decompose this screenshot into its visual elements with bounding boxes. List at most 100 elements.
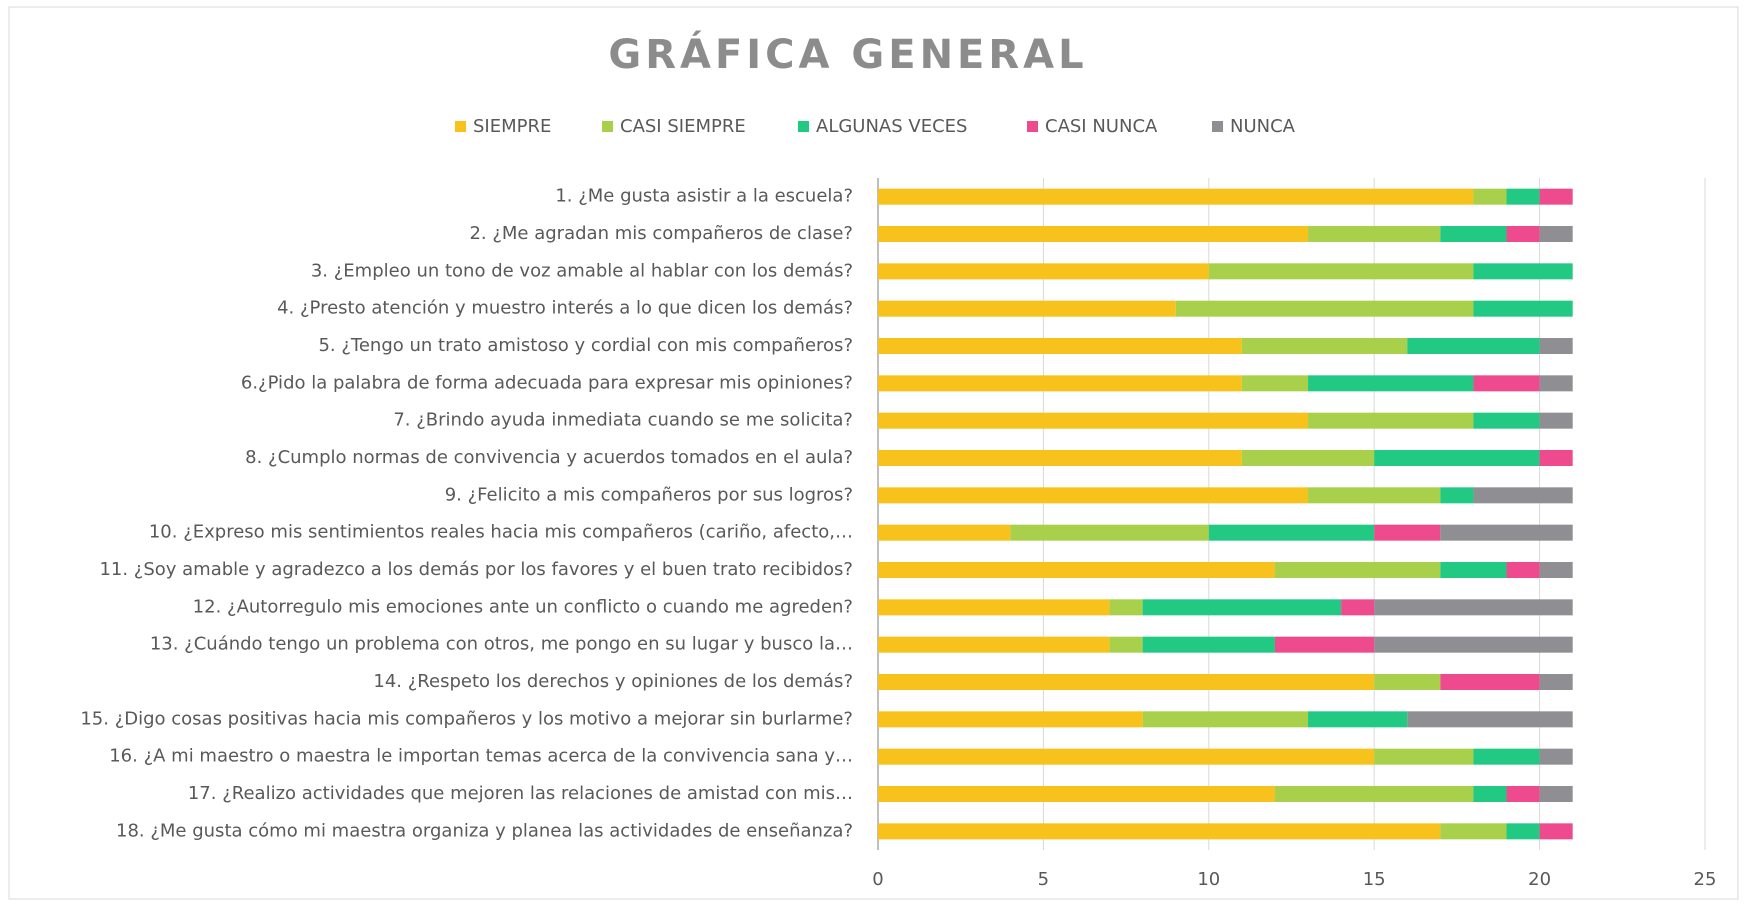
chart-title: GRÁFICA GENERAL	[608, 30, 1087, 78]
legend-swatch	[1027, 121, 1038, 132]
y-tick-label: 11. ¿Soy amable y agradezco a los demás …	[99, 559, 853, 580]
bar-segment	[1241, 338, 1408, 354]
y-tick-label: 9. ¿Felicito a mis compañeros por sus lo…	[445, 484, 853, 505]
bar-segment	[1473, 786, 1507, 802]
bar-segment	[1539, 562, 1573, 578]
bar-segment	[1407, 338, 1540, 354]
bar-segment	[878, 711, 1143, 728]
bar-segment	[1241, 375, 1309, 392]
y-tick-label: 13. ¿Cuándo tengo un problema con otros,…	[150, 634, 853, 655]
y-tick-label: 4. ¿Presto atención y muestro interés a …	[277, 298, 853, 319]
bar-segment	[1506, 786, 1540, 802]
legend-label: CASI SIEMPRE	[620, 116, 746, 137]
bar-segment	[878, 562, 1275, 578]
bar-segment	[1440, 562, 1507, 578]
bar-segment	[1539, 226, 1573, 242]
y-tick-label: 16. ¿A mi maestro o maestra le importan …	[109, 746, 853, 767]
bar-segment	[878, 300, 1176, 317]
bar-segment	[1175, 300, 1474, 317]
bar-segment	[1440, 823, 1507, 840]
legend-label: CASI NUNCA	[1045, 116, 1158, 137]
legend-label: NUNCA	[1230, 116, 1296, 137]
bar-segment	[1539, 188, 1573, 205]
bar-segment	[1539, 338, 1573, 354]
bar-segment	[878, 338, 1242, 354]
bar-segment	[1539, 450, 1573, 466]
bar-segment	[1208, 263, 1474, 280]
bar-segment	[1440, 524, 1573, 541]
bar-segment	[1539, 786, 1573, 802]
bar-segment	[1473, 487, 1573, 504]
bar-segment	[1274, 636, 1375, 653]
bar-segment	[878, 786, 1275, 802]
bar-segment	[1374, 748, 1474, 765]
y-tick-label: 2. ¿Me agradan mis compañeros de clase?	[469, 223, 853, 244]
legend-swatch	[798, 121, 809, 132]
bar-segment	[1109, 636, 1143, 653]
x-tick-label: 10	[1197, 869, 1220, 890]
bar-segment	[1142, 599, 1342, 616]
bar-segment	[1506, 226, 1540, 242]
bar-segment	[1539, 375, 1573, 392]
y-tick-label: 15. ¿Digo cosas positivas hacia mis comp…	[80, 708, 853, 729]
y-tick-label: 18. ¿Me gusta cómo mi maestra organiza y…	[116, 820, 853, 841]
bar-segment	[878, 375, 1242, 392]
y-tick-label: 8. ¿Cumplo normas de convivencia y acuer…	[245, 447, 853, 468]
bar-segment	[878, 674, 1375, 690]
bar-segment	[1539, 412, 1573, 429]
bar-segment	[1506, 188, 1540, 205]
y-tick-label: 3. ¿Empleo un tono de voz amable al habl…	[311, 260, 853, 281]
bar-segment	[1308, 375, 1474, 392]
bar-segment	[1374, 599, 1573, 616]
x-tick-label: 20	[1528, 869, 1551, 890]
bar-segment	[878, 226, 1309, 242]
x-tick-label: 0	[872, 869, 883, 890]
bar-segment	[1539, 674, 1573, 690]
bar-segment	[1274, 786, 1474, 802]
y-tick-label: 1. ¿Me gusta asistir a la escuela?	[555, 186, 853, 207]
bar-segment	[1308, 487, 1441, 504]
bar-segment	[1109, 599, 1143, 616]
bar-segment	[1440, 487, 1474, 504]
bar-segment	[878, 188, 1474, 205]
bar-segment	[1010, 524, 1209, 541]
bar-segment	[1374, 450, 1540, 466]
bar-segment	[1506, 823, 1540, 840]
bar-segment	[878, 263, 1209, 280]
bar-segment	[1473, 300, 1573, 317]
bar-segment	[878, 823, 1441, 840]
bar-segment	[878, 636, 1110, 653]
legend-label: SIEMPRE	[473, 116, 551, 137]
bar-segment	[1374, 524, 1441, 541]
y-tick-label: 7. ¿Brindo ayuda inmediata cuando se me …	[393, 410, 853, 431]
bar-segment	[1539, 748, 1573, 765]
bar-segment	[1208, 524, 1375, 541]
legend-swatch	[602, 121, 613, 132]
y-tick-label: 17. ¿Realizo actividades que mejoren las…	[188, 783, 853, 804]
bar-segment	[878, 599, 1110, 616]
x-tick-label: 5	[1038, 869, 1049, 890]
y-tick-label: 5. ¿Tengo un trato amistoso y cordial co…	[318, 335, 853, 356]
bar-segment	[1374, 636, 1573, 653]
y-tick-label: 10. ¿Expreso mis sentimientos reales hac…	[149, 522, 853, 543]
y-tick-label: 12. ¿Autorregulo mis emociones ante un c…	[193, 596, 853, 617]
legend-swatch	[1212, 121, 1223, 132]
x-tick-label: 15	[1363, 869, 1386, 890]
bar-segment	[878, 487, 1309, 504]
bar-segment	[1473, 412, 1540, 429]
bar-segment	[1539, 823, 1573, 840]
bar-segment	[1341, 599, 1375, 616]
bar-segment	[878, 412, 1309, 429]
bar-segment	[1506, 562, 1540, 578]
bar-segment	[1308, 226, 1441, 242]
legend-swatch	[455, 121, 466, 132]
x-tick-label: 25	[1694, 869, 1717, 890]
bar-segment	[1473, 188, 1507, 205]
bar-segment	[878, 524, 1011, 541]
bar-segment	[1440, 674, 1540, 690]
bar-segment	[1241, 450, 1375, 466]
bar-segment	[1308, 711, 1408, 728]
bar-segment	[1142, 636, 1275, 653]
y-tick-label: 14. ¿Respeto los derechos y opiniones de…	[373, 671, 853, 692]
